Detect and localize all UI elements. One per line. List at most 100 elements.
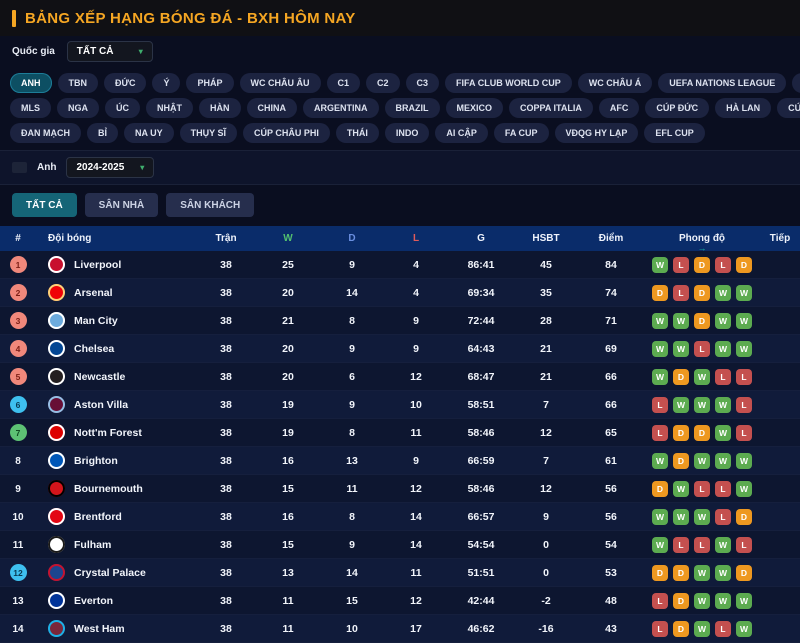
table-row[interactable]: 12 Crystal Palace 38 13 14 11 51:51 0 53 D D W W D [0, 559, 800, 587]
league-tab-c-p-ch-u-phi[interactable]: CÚP CHÂU PHI [243, 123, 330, 143]
league-tab-c-p-ph-p[interactable]: CÚP PHÁP [777, 98, 800, 118]
points-value: 74 [605, 286, 617, 299]
team-cell[interactable]: Brentford [36, 508, 196, 525]
league-tab-h-n[interactable]: HÀN [199, 98, 241, 118]
league-tab-fa-cup[interactable]: FA CUP [493, 123, 549, 143]
team-cell[interactable]: Brighton [36, 452, 196, 469]
league-tab-wc-nam-m[interactable]: WC NAM MỸ [792, 73, 800, 93]
league-tab-argentina[interactable]: ARGENTINA [303, 98, 379, 118]
goal-diff-value: 7 [543, 454, 549, 467]
league-tab-[interactable]: Ý [152, 73, 181, 93]
team-cell[interactable]: Arsenal [36, 284, 196, 301]
view-tab-t-t-c[interactable]: TẤT CẢ [12, 193, 77, 217]
league-tab-c[interactable]: ÚC [105, 98, 140, 118]
column-header-l[interactable]: L [412, 233, 420, 244]
league-tab-coppa-italia[interactable]: COPPA ITALIA [509, 98, 593, 118]
rank-cell: 7 [0, 424, 36, 441]
table-row[interactable]: 13 Everton 38 11 15 12 42:44 -2 48 L D W W W [0, 587, 800, 615]
team-cell[interactable]: Nott'm Forest [36, 424, 196, 441]
country-select[interactable]: TẤT CẢ ▾ [66, 41, 153, 62]
team-cell[interactable]: West Ham [36, 620, 196, 637]
league-tab-china[interactable]: CHINA [246, 98, 297, 118]
league-tab-c3[interactable]: C3 [405, 73, 440, 93]
team-cell[interactable]: Man City [36, 312, 196, 329]
league-tab-an-m-ch[interactable]: ĐAN MẠCH [10, 123, 81, 143]
league-tab-th-i[interactable]: THÁI [335, 123, 379, 143]
team-cell[interactable]: Everton [36, 592, 196, 609]
draws-value: 9 [349, 398, 355, 411]
team-cell[interactable]: Fulham [36, 536, 196, 553]
losses-value: 9 [413, 454, 419, 467]
column-header-i-m[interactable]: Điểm [598, 233, 624, 244]
league-tab-row: ANH TBN ĐỨC Ý PHÁP WC CHÂU ÂU C1 C2 C3 FIFA CLUB … [10, 73, 800, 93]
table-row[interactable]: 6 Aston Villa 38 19 9 10 58:51 7 66 L W W W L [0, 391, 800, 419]
table-row[interactable]: 1 Liverpool 38 25 9 4 86:41 45 84 W L D L D [0, 251, 800, 279]
league-tab-na-uy[interactable]: NA UY [124, 123, 174, 143]
form-badge-d: D [673, 620, 689, 637]
league-tab-brazil[interactable]: BRAZIL [384, 98, 440, 118]
league-tab-c[interactable]: ĐỨC [104, 73, 147, 93]
league-tab-h-lan[interactable]: HÀ LAN [715, 98, 772, 118]
table-row[interactable]: 2 Arsenal 38 20 14 4 69:34 35 74 D L D W W [0, 279, 800, 307]
column-header-hsbt[interactable]: HSBT [532, 233, 560, 244]
column-header-g[interactable]: G [477, 233, 485, 244]
league-tab-ai-c-p[interactable]: AI CẬP [435, 123, 488, 143]
team-cell[interactable]: Newcastle [36, 368, 196, 385]
league-tab-mexico[interactable]: MEXICO [445, 98, 504, 118]
league-tab-c-p-c[interactable]: CÚP ĐỨC [645, 98, 710, 118]
league-tab-mls[interactable]: MLS [10, 98, 51, 118]
table-row[interactable]: 3 Man City 38 21 8 9 72:44 28 71 W W D W W [0, 307, 800, 335]
table-row[interactable]: 11 Fulham 38 15 9 14 54:54 0 54 W L L W L [0, 531, 800, 559]
team-cell[interactable]: Crystal Palace [36, 564, 196, 581]
league-tab-anh[interactable]: ANH [10, 73, 52, 93]
column-header-tr-n[interactable]: Trận [215, 233, 237, 244]
league-tab-fifa-club-world-cup[interactable]: FIFA CLUB WORLD CUP [445, 73, 572, 93]
table-row[interactable]: 9 Bournemouth 38 15 11 12 58:46 12 56 D W L L W [0, 475, 800, 503]
column-header-i-b-ng[interactable]: Đội bóng [48, 233, 92, 244]
table-row[interactable]: 10 Brentford 38 16 8 14 66:57 9 56 W W W L D [0, 503, 800, 531]
league-tab-nh-t[interactable]: NHẬT [146, 98, 193, 118]
league-tab-nga[interactable]: NGA [57, 98, 99, 118]
column-header-d[interactable]: D [348, 233, 356, 244]
league-tab-tbn[interactable]: TBN [57, 73, 98, 93]
column-header-[interactable]: # [15, 233, 21, 244]
season-select[interactable]: 2024-2025 ▾ [66, 157, 155, 178]
form-badge-w: W [694, 592, 710, 609]
wins-value: 16 [282, 510, 294, 523]
league-tab-b[interactable]: BỈ [87, 123, 118, 143]
table-row[interactable]: 5 Newcastle 38 20 6 12 68:47 21 66 W D W L L [0, 363, 800, 391]
league-tab-row: MLS NGA ÚC NHẬT HÀN CHINA ARGENTINA BRAZIL MEXIC… [10, 98, 800, 118]
column-header-w[interactable]: W [283, 233, 293, 244]
rank-value: 14 [12, 623, 24, 635]
wins-value: 15 [282, 482, 294, 495]
league-tab-c2[interactable]: C2 [366, 73, 400, 93]
league-tab-wc-ch-u[interactable]: WC CHÂU Á [577, 73, 653, 93]
column-header-ti-p[interactable]: Tiếp [769, 233, 791, 244]
league-tab-v-qg-hy-l-p[interactable]: VĐQG HY LẠP [554, 123, 639, 143]
form-badge-l: L [736, 368, 752, 385]
league-tab-indo[interactable]: INDO [384, 123, 430, 143]
table-row[interactable]: 8 Brighton 38 16 13 9 66:59 7 61 W D W W W [0, 447, 800, 475]
team-cell[interactable]: Aston Villa [36, 396, 196, 413]
league-tab-ph-p[interactable]: PHÁP [186, 73, 234, 93]
form-badge-d: D [694, 256, 710, 273]
team-name: Bournemouth [74, 482, 143, 495]
team-cell[interactable]: Liverpool [36, 256, 196, 273]
league-tab-efl-cup[interactable]: EFL CUP [644, 123, 705, 143]
team-cell[interactable]: Bournemouth [36, 480, 196, 497]
team-cell[interactable]: Chelsea [36, 340, 196, 357]
league-tab-uefa-nations-league[interactable]: UEFA NATIONS LEAGUE [658, 73, 787, 93]
form-badge-l: L [673, 536, 689, 553]
table-row[interactable]: 4 Chelsea 38 20 9 9 64:43 21 69 W W L W W [0, 335, 800, 363]
league-tab-c1[interactable]: C1 [326, 73, 361, 93]
table-row[interactable]: 14 West Ham 38 11 10 17 46:62 -16 43 L D W L W [0, 615, 800, 643]
league-tab-wc-ch-u-u[interactable]: WC CHÂU ÂU [239, 73, 321, 93]
table-row[interactable]: 7 Nott'm Forest 38 19 8 11 58:46 12 65 L D D W L [0, 419, 800, 447]
league-tab-th-y-s[interactable]: THỤY SĨ [179, 123, 238, 143]
league-tab-afc[interactable]: AFC [598, 98, 640, 118]
column-header-phong[interactable]: Phong độ → [678, 233, 726, 253]
view-tab-s-n-nh[interactable]: SÂN NHÀ [84, 193, 159, 217]
losses-value: 12 [410, 594, 422, 607]
view-tab-s-n-kh-ch[interactable]: SÂN KHÁCH [166, 193, 255, 217]
